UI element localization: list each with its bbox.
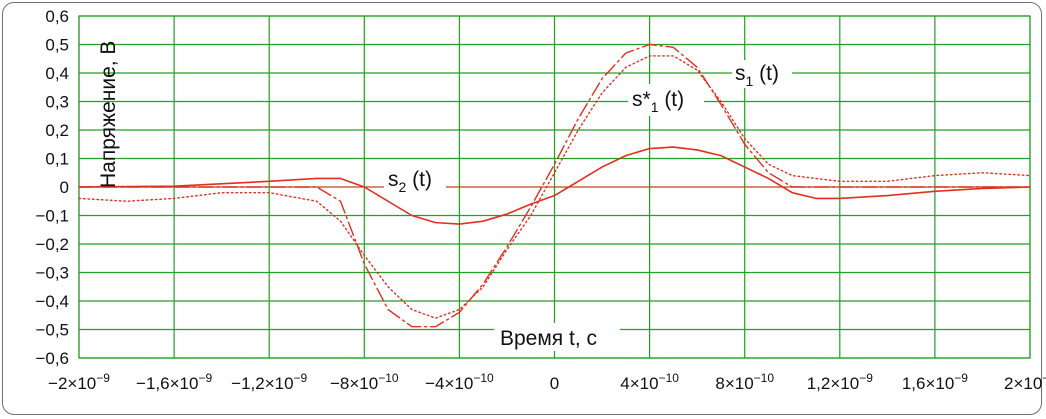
y-tick-labels: −0,6 −0,5 −0,4 −0,3 −0,2 −0,1 0 0,1 0,2 0,3 0,4 0,5…	[35, 7, 69, 368]
x-tick-label: −8×10−10	[330, 371, 399, 393]
label-s1-star-box: s*1 (t)	[628, 84, 704, 116]
y-tick-label: 0,6	[45, 7, 69, 26]
x-axis-label-bg	[494, 323, 620, 351]
x-tick-label: −2×10−9	[48, 371, 110, 393]
y-tick-label: 0,3	[45, 93, 69, 112]
x-tick-label: 1,2×10−9	[807, 371, 873, 393]
x-tick-label: 4×10−10	[620, 371, 679, 393]
x-tick-label: −4×10−10	[425, 371, 494, 393]
series-label-s1: s1 (t)	[735, 62, 779, 89]
y-tick-label: 0,2	[45, 121, 69, 140]
x-tick-label: 1,6×10−9	[902, 371, 968, 393]
label-s1-box: s1 (t)	[732, 60, 792, 89]
x-axis-label: Время t, с	[500, 327, 597, 350]
series-label-s1-star-suffix: (t)	[658, 88, 684, 111]
y-tick-label: −0,1	[35, 207, 69, 226]
x-tick-label: −1,2×10−9	[231, 371, 307, 393]
y-tick-label: −0,3	[35, 264, 69, 283]
series-label-s2-base: s	[388, 168, 399, 191]
x-axis-label-box: Время t, с	[494, 323, 620, 351]
series-label-s1-star: s*1 (t)	[632, 88, 684, 115]
y-tick-label: 0,1	[45, 150, 69, 169]
x-tick-label: 8×10−10	[715, 371, 774, 393]
series-label-s1-sub: 1	[746, 73, 754, 89]
y-axis-label: Напряжение, В	[97, 41, 120, 188]
series-label-s2-suffix: (t)	[406, 168, 432, 191]
series-group	[78, 43, 1031, 328]
y-tick-label: 0,5	[45, 36, 69, 55]
label-s1-bg	[732, 60, 792, 88]
y-tick-label: −0,5	[35, 321, 69, 340]
series-label-s1-suffix: (t)	[753, 62, 779, 85]
series-line-s2	[78, 146, 1031, 225]
label-s1-star-bg	[628, 84, 704, 116]
label-s2-box: s2 (t)	[384, 164, 446, 195]
x-tick-label: 0	[550, 374, 559, 393]
y-tick-label: −0,2	[35, 235, 69, 254]
series-label-s1-base: s	[735, 62, 746, 85]
x-tick-label: −1,6×10−9	[136, 371, 212, 393]
y-tick-label: −0,6	[35, 349, 69, 368]
x-tick-label: 2×10−9	[1004, 371, 1046, 393]
label-s2-bg	[384, 164, 446, 194]
x-tick-labels: −2×10−9 −1,6×10−9 −1,2×10−9 −8×10−10 −4×10−1…	[48, 371, 1046, 393]
y-tick-label: 0	[60, 178, 69, 197]
series-label-s1-star-sub: 1	[651, 99, 659, 115]
series-label-s2: s2 (t)	[388, 168, 432, 195]
series-line-s1	[78, 43, 1031, 328]
series-label-s2-sub: 2	[399, 179, 407, 195]
y-tick-label: −0,4	[35, 292, 69, 311]
y-tick-label: 0,4	[45, 64, 69, 83]
series-label-s1-star-base: s*	[632, 88, 651, 111]
